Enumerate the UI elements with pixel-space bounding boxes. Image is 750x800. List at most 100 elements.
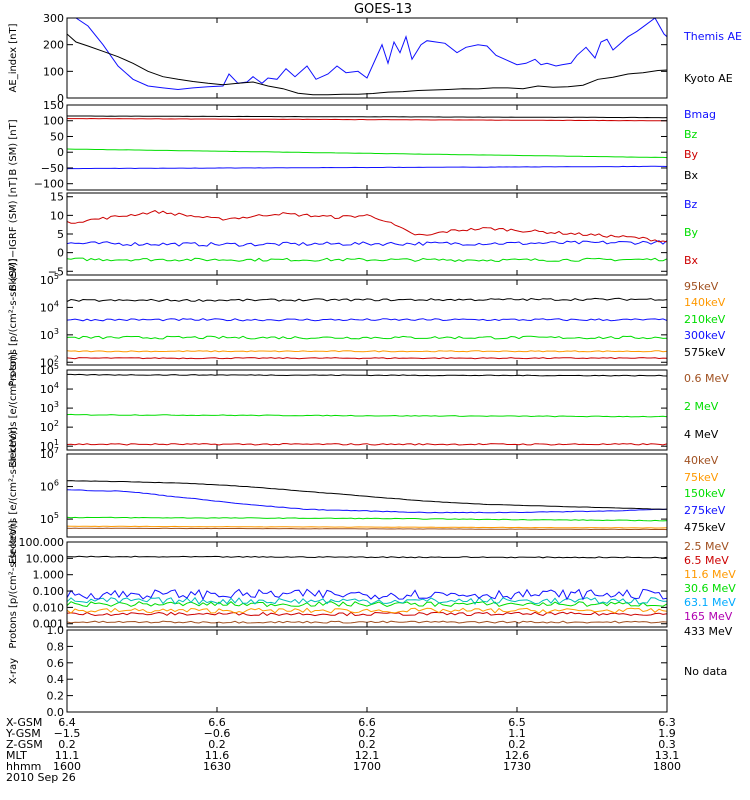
y-axis-label: AE_index [nT] xyxy=(8,23,19,92)
series-group xyxy=(67,555,667,624)
ephemeris-value: 1.1 xyxy=(508,727,526,740)
y-tick-label: 102 xyxy=(40,419,59,434)
series-line-63-1-mev xyxy=(67,607,667,614)
series-group xyxy=(67,210,667,263)
y-tick-label: 5 xyxy=(57,228,64,241)
series-line-40kev xyxy=(67,480,667,510)
ephemeris-value: 11.6 xyxy=(205,749,230,762)
series-line-bz xyxy=(67,210,667,243)
y-tick-label: −50 xyxy=(41,162,64,175)
ephemeris-row-label: Y-GSM xyxy=(5,727,41,740)
y-tick-label: 0 xyxy=(57,92,64,105)
legend-entry: 75keV xyxy=(684,471,719,484)
legend-entry: 433 MeV xyxy=(684,625,733,638)
series-group xyxy=(67,297,667,360)
series-line-75kev xyxy=(67,489,667,514)
plot-date: 2010 Sep 26 xyxy=(6,771,76,784)
series-line-140kev xyxy=(67,318,667,322)
legend-entry: 95keV xyxy=(684,280,719,293)
y-tick-label: 0.010 xyxy=(33,601,65,614)
series-line-bmag xyxy=(67,115,667,119)
legend-entry: 210keV xyxy=(684,313,726,326)
series-line-2-5-mev xyxy=(67,555,667,559)
ephemeris-value: 0.3 xyxy=(658,738,676,751)
ephemeris-value: 6.4 xyxy=(58,716,76,729)
panel-2: −100 −50 0 50 100 150 B (SM) [nT] Bmag Bz By Bx xyxy=(8,99,716,191)
y-axis-label: Protons [p/(cm²-s-sr-keV)] xyxy=(8,520,19,648)
series-group xyxy=(67,480,667,531)
y-tick-label: 100 xyxy=(43,65,64,78)
legend-entry: 4 MeV xyxy=(684,428,719,441)
ephemeris-value: 12.1 xyxy=(355,749,380,762)
ephemeris-value: 1730 xyxy=(503,760,531,773)
ephemeris-value: 0.2 xyxy=(508,738,526,751)
legend-entry: Bz xyxy=(684,128,698,141)
y-tick-label: 200 xyxy=(43,39,64,52)
series-line-210kev xyxy=(67,335,667,340)
y-tick-label: 103 xyxy=(40,327,59,342)
series-line-275kev xyxy=(67,525,667,529)
panel-frame xyxy=(66,453,668,538)
ephemeris-value: 1.9 xyxy=(658,727,676,740)
ephemeris-value: 0.2 xyxy=(358,738,376,751)
series-line-6-5-mev xyxy=(67,588,667,601)
ephemeris-row-label: MLT xyxy=(6,749,27,762)
series-group xyxy=(67,18,667,96)
legend-entry: 475keV xyxy=(684,521,726,534)
y-tick-label: 15 xyxy=(50,191,64,204)
legend-entry: 2.5 MeV xyxy=(684,540,729,553)
y-axis-label: B (SM) [nT] xyxy=(8,119,19,175)
series-line-2-mev xyxy=(67,413,667,418)
series-line-150kev xyxy=(67,516,667,522)
y-tick-label: 105 xyxy=(40,511,59,526)
ephemeris-value: −1.5 xyxy=(54,727,81,740)
legend-entry: Bx xyxy=(684,169,699,182)
legend-entry: Kyoto AE xyxy=(684,72,733,85)
ephemeris-table: X-GSMY-GSMZ-GSMMLThhmm6.4−1.50.211.11600… xyxy=(5,716,681,784)
ephemeris-value: 6.3 xyxy=(658,716,676,729)
ephemeris-value: 6.6 xyxy=(208,716,226,729)
ephemeris-value: 11.1 xyxy=(55,749,80,762)
y-tick-label: 100.000 xyxy=(19,536,65,549)
no-data-label: No data xyxy=(684,665,727,678)
ephemeris-value: 1630 xyxy=(203,760,231,773)
legend-entry: 300keV xyxy=(684,329,726,342)
y-tick-label: 0.6 xyxy=(47,657,65,670)
y-tick-label: 0.001 xyxy=(33,618,65,631)
series-line-bz xyxy=(67,117,667,122)
ephemeris-value: 6.5 xyxy=(508,716,526,729)
series-line-475kev xyxy=(67,527,667,531)
legend-entry: 2 MeV xyxy=(684,400,719,413)
y-tick-label: −5 xyxy=(48,265,64,278)
y-tick-label: 107 xyxy=(40,446,59,461)
ephemeris-value: 6.6 xyxy=(358,716,376,729)
series-group xyxy=(67,115,667,170)
ephemeris-value: 13.1 xyxy=(655,749,680,762)
y-tick-label: 0.100 xyxy=(33,585,65,598)
legend-entry: 150keV xyxy=(684,487,726,500)
series-line-30-6-mev xyxy=(67,601,667,608)
legend-entry: 11.6 MeV xyxy=(684,568,736,581)
y-tick-label: 0 xyxy=(57,146,64,159)
y-tick-label: 10.000 xyxy=(26,552,65,565)
series-group xyxy=(67,373,667,446)
panel-1: 0 100 200 300 AE_index [nT] Themis AE Kyoto AE xyxy=(8,12,742,105)
series-line-bx xyxy=(67,240,667,247)
y-tick-label: 0 xyxy=(57,247,64,260)
ephemeris-value: 1600 xyxy=(53,760,81,773)
y-tick-label: 106 xyxy=(40,479,59,494)
y-tick-label: 150 xyxy=(43,99,64,112)
series-line-kyoto-ae xyxy=(72,18,667,91)
y-axis-label: Electrons [e/(cm²-s-sr-keV)] xyxy=(8,427,19,564)
y-tick-label: 1.0 xyxy=(47,624,65,637)
panel-7: 0.001 0.010 0.100 1.000 10.000 100.000Protons… xyxy=(8,520,736,648)
y-tick-label: 104 xyxy=(40,381,59,396)
series-line-165-mev xyxy=(67,611,667,617)
legend-entry: 63.1 MeV xyxy=(684,596,736,609)
series-line-by xyxy=(67,148,667,159)
panel-frame xyxy=(66,279,668,366)
ephemeris-row-label: X-GSM xyxy=(6,716,42,729)
